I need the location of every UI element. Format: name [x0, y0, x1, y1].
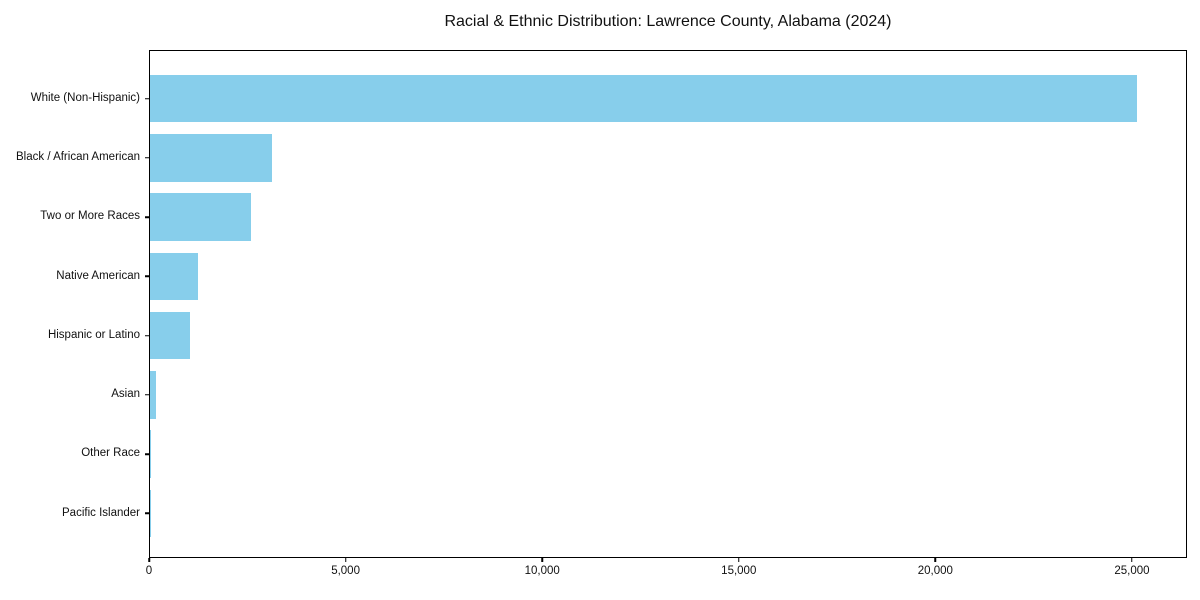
x-tick-label: 25,000 — [1114, 565, 1150, 577]
y-tick — [144, 275, 149, 278]
bar — [150, 430, 151, 478]
bar-row: Other Race — [81, 425, 1186, 484]
chart-title: Racial & Ethnic Distribution: Lawrence C… — [444, 13, 892, 30]
bar — [150, 74, 1137, 123]
x-tick — [1131, 558, 1133, 562]
bars-layer: White (Non-Hispanic) Black / African Amer… — [16, 69, 1186, 543]
x-tick — [344, 558, 347, 562]
y-tick — [144, 334, 149, 337]
category-label: Hispanic or Latino — [47, 328, 140, 341]
x-tick-label: 20,000 — [917, 565, 953, 577]
plot-area: White (Non-Hispanic) Black / African Amer… — [16, 50, 1187, 558]
x-tick — [738, 558, 740, 562]
bar-row: Native American — [56, 247, 1186, 306]
bar-row: Asian — [111, 365, 1186, 424]
x-tick — [148, 558, 150, 562]
category-label: Pacific Islander — [62, 506, 140, 519]
x-tick-label: 0 — [145, 565, 153, 577]
bar — [150, 311, 191, 360]
y-tick — [144, 512, 149, 515]
y-tick — [144, 157, 149, 159]
bar — [150, 193, 251, 241]
bar — [150, 371, 156, 419]
category-label: Black / African American — [16, 151, 140, 164]
x-axis: 0 5,000 10,000 15,000 20,000 25,000 — [145, 558, 1187, 590]
bar-row: Hispanic or Latino — [48, 306, 1186, 365]
category-label: Native American — [56, 269, 140, 282]
bar — [150, 134, 273, 182]
x-tick-label: 5,000 — [331, 565, 360, 577]
bar-row: Two or More Races — [40, 188, 1186, 247]
category-label: Two or More Races — [40, 210, 140, 223]
bar-row: White (Non-Hispanic) — [31, 69, 1186, 128]
x-tick — [541, 558, 543, 562]
y-tick — [144, 216, 149, 218]
category-label: White (Non-Hispanic) — [30, 91, 140, 104]
bar-row: Pacific Islander — [62, 484, 1186, 543]
category-label: Other Race — [81, 447, 140, 460]
y-tick — [144, 97, 149, 100]
x-tick-label: 15,000 — [721, 565, 757, 577]
bar-row: Black / African American — [16, 128, 1186, 187]
y-tick — [144, 453, 149, 455]
y-tick — [144, 394, 149, 396]
x-tick-label: 10,000 — [524, 565, 560, 577]
bar — [150, 252, 199, 301]
x-tick — [934, 558, 937, 562]
category-label: Asian — [111, 388, 140, 401]
